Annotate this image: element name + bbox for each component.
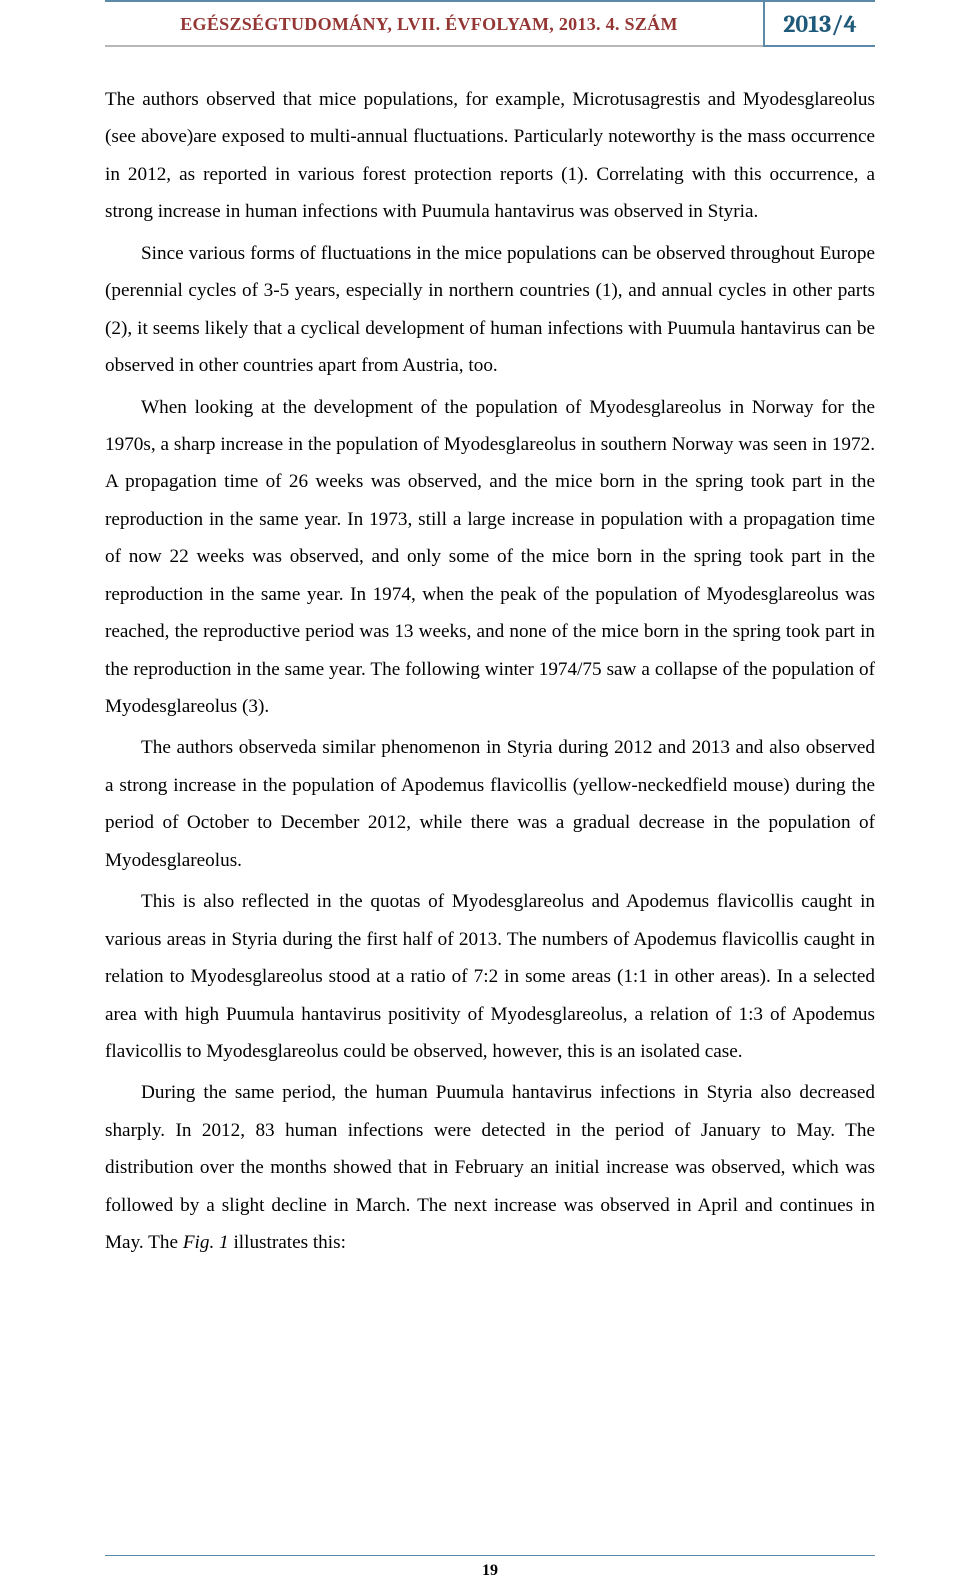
page-number: 19	[105, 1562, 875, 1580]
paragraph-text: During the same period, the human Puumul…	[105, 1082, 875, 1253]
paragraph: During the same period, the human Puumul…	[105, 1074, 875, 1261]
header-year-cell: 2013/4	[763, 0, 875, 47]
page-header: EGÉSZSÉGTUDOMÁNY, LVII. ÉVFOLYAM, 2013. …	[105, 0, 875, 47]
paragraph: The authors observed that mice populatio…	[105, 81, 875, 231]
paragraph: The authors observeda similar phenomenon…	[105, 729, 875, 879]
header-title-cell: EGÉSZSÉGTUDOMÁNY, LVII. ÉVFOLYAM, 2013. …	[105, 0, 763, 47]
figure-reference: Fig. 1	[183, 1232, 229, 1253]
document-page: EGÉSZSÉGTUDOMÁNY, LVII. ÉVFOLYAM, 2013. …	[0, 0, 960, 1590]
footer-rule	[105, 1555, 875, 1556]
journal-title: EGÉSZSÉGTUDOMÁNY, LVII. ÉVFOLYAM, 2013. …	[180, 14, 678, 34]
page-footer: 19	[105, 1555, 875, 1580]
paragraph: Since various forms of fluctuations in t…	[105, 235, 875, 385]
paragraph: When looking at the development of the p…	[105, 389, 875, 726]
issue-label: 2013/4	[783, 10, 857, 38]
paragraph: This is also reflected in the quotas of …	[105, 883, 875, 1070]
body-text: The authors observed that mice populatio…	[105, 53, 875, 1262]
paragraph-tail: illustrates this:	[229, 1232, 346, 1253]
